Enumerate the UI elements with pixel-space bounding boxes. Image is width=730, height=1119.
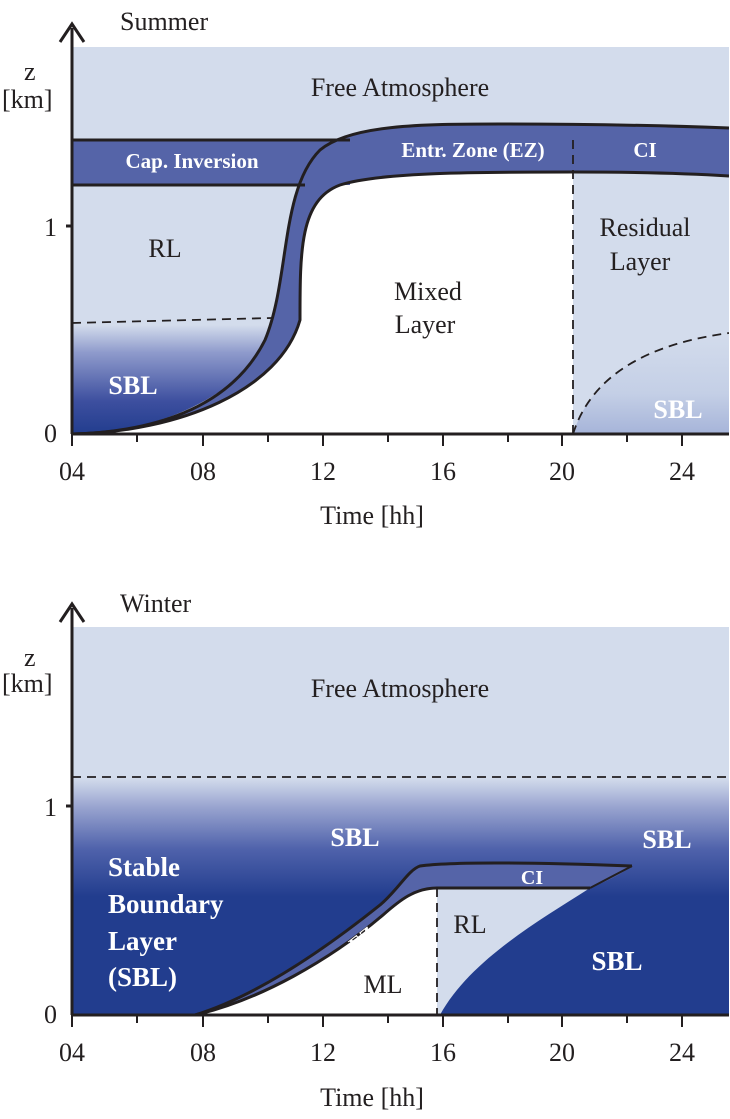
summer-label-rl: RL (148, 234, 181, 263)
summer-label-residual-1: Residual (600, 213, 691, 242)
summer-entrainment-band (72, 124, 729, 434)
summer-panel (72, 47, 729, 434)
summer-label-cap-inversion: Cap. Inversion (125, 149, 258, 173)
summer-ez-top-line (72, 122, 729, 434)
winter-label-sbl-upper-right: SBL (642, 825, 691, 854)
winter-ez-top-line (194, 861, 633, 1015)
summer-ytick-0: 0 (44, 419, 57, 448)
winter-label-stable-4: (SBL) (108, 962, 177, 992)
summer-ylabel-z: z (24, 57, 36, 86)
summer-mixed-layer (72, 172, 573, 434)
summer-ez-bottom-line (72, 170, 729, 434)
winter-xtick-24: 24 (669, 1038, 695, 1067)
summer-sbl-dashed-curve (572, 332, 729, 434)
winter-label-sbl-upper-left: SBL (330, 823, 379, 852)
summer-label-ci: CI (633, 138, 656, 162)
winter-residual-layer (437, 888, 590, 1015)
winter-label-stable-3: Layer (108, 926, 177, 956)
winter-xtick-12: 12 (310, 1038, 336, 1067)
summer-label-entrainment-zone: Entr. Zone (EZ) (401, 138, 544, 162)
winter-title: Winter (120, 589, 191, 618)
summer-rl-dashed-line (72, 317, 273, 324)
winter-label-ml: ML (364, 970, 403, 999)
winter-label-rl: RL (453, 910, 486, 939)
summer-label-mixed-2: Layer (395, 310, 456, 339)
winter-ylabel-unit: [km] (2, 669, 53, 698)
summer-label-sbl-right: SBL (653, 395, 702, 424)
summer-xtick-12: 12 (310, 457, 336, 486)
winter-label-stable-2: Boundary (108, 889, 224, 919)
summer-xtick-24: 24 (669, 457, 695, 486)
summer-xlabel: Time [hh] (320, 501, 424, 530)
winter-xtick-08: 08 (190, 1038, 216, 1067)
summer-label-sbl-left: SBL (108, 371, 157, 400)
summer-xtick-20: 20 (549, 457, 575, 486)
summer-label-residual-2: Layer (610, 247, 671, 276)
summer-label-mixed-1: Mixed (394, 277, 462, 306)
winter-label-stable-1: Stable (108, 852, 180, 882)
winter-xtick-16: 16 (430, 1038, 456, 1067)
summer-ytick-1: 1 (44, 213, 57, 242)
summer-xtick-16: 16 (430, 457, 456, 486)
winter-ylabel-z: z (24, 643, 36, 672)
summer-xtick-08: 08 (190, 457, 216, 486)
winter-label-free-atmosphere: Free Atmosphere (311, 674, 489, 703)
winter-ci-right-edge (589, 865, 633, 889)
summer-cap-inversion-band (72, 140, 350, 185)
winter-x-ticks (71, 1015, 683, 1027)
summer-x-ticks (71, 434, 683, 446)
winter-label-ci: CI (521, 867, 543, 889)
summer-ylabel-unit: [km] (2, 85, 53, 114)
winter-panel (72, 627, 729, 1015)
summer-sbl-right (573, 333, 729, 434)
winter-xtick-04: 04 (59, 1038, 85, 1067)
winter-label-sbl-lower-right: SBL (591, 946, 642, 976)
winter-ytick-0: 0 (44, 1000, 57, 1029)
winter-xtick-20: 20 (549, 1038, 575, 1067)
summer-axes (58, 21, 729, 436)
summer-label-free-atmosphere: Free Atmosphere (311, 73, 489, 102)
summer-xtick-04: 04 (59, 457, 85, 486)
winter-mixed-layer (195, 888, 437, 1015)
winter-ez-ci-band (195, 863, 632, 1015)
winter-ytick-1: 1 (44, 793, 57, 822)
summer-title: Summer (120, 7, 208, 36)
winter-xlabel: Time [hh] (320, 1083, 424, 1112)
winter-ez-bottom-line (194, 886, 590, 1015)
winter-axes (58, 601, 729, 1017)
